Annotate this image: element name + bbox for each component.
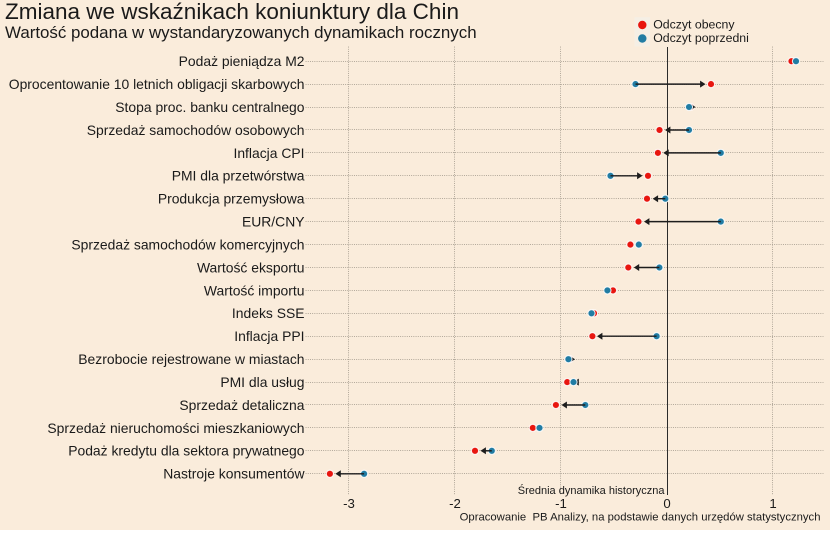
svg-text:Sprzedaż samochodów komercyjny: Sprzedaż samochodów komercyjnych <box>71 237 304 253</box>
svg-text:Sprzedaż samochodów osobowych: Sprzedaż samochodów osobowych <box>87 122 305 138</box>
svg-text:1: 1 <box>769 496 776 511</box>
svg-text:Podaż pieniądza M2: Podaż pieniądza M2 <box>179 53 305 69</box>
svg-text:Nastroje konsumentów: Nastroje konsumentów <box>163 466 305 482</box>
svg-text:Sprzedaż nieruchomości mieszka: Sprzedaż nieruchomości mieszkaniowych <box>47 420 304 436</box>
svg-text:Wartość eksportu: Wartość eksportu <box>197 259 305 275</box>
svg-text:Sprzedaż detaliczna: Sprzedaż detaliczna <box>179 397 304 413</box>
svg-text:Wartość importu: Wartość importu <box>204 282 305 298</box>
svg-text:Odczyt poprzedni: Odczyt poprzedni <box>653 31 749 45</box>
svg-text:Średnia dynamika historyczna: Średnia dynamika historyczna <box>518 484 666 497</box>
svg-text:-1: -1 <box>555 496 567 511</box>
svg-text:EUR/CNY: EUR/CNY <box>242 214 305 230</box>
svg-text:PMI dla usług: PMI dla usług <box>220 374 304 390</box>
svg-text:Podaż kredytu dla sektora pryw: Podaż kredytu dla sektora prywatnego <box>68 443 305 459</box>
svg-text:PMI dla przetwórstwa: PMI dla przetwórstwa <box>172 168 305 184</box>
svg-text:Opracowanie PB Analizy, na po: Opracowanie PB Analizy, na podstawie dan… <box>460 511 821 523</box>
svg-text:Odczyt obecny: Odczyt obecny <box>653 18 735 32</box>
svg-text:-3: -3 <box>343 496 355 511</box>
svg-text:Bezrobocie rejestrowane w mias: Bezrobocie rejestrowane w miastach <box>78 351 304 367</box>
svg-text:Indeks SSE: Indeks SSE <box>232 305 305 321</box>
svg-text:Wartość podana w wystandaryzow: Wartość podana w wystandaryzowanych dyna… <box>5 23 477 42</box>
svg-text:Oprocentowanie 10 letnich obli: Oprocentowanie 10 letnich obligacji skar… <box>9 76 305 92</box>
svg-text:-2: -2 <box>449 496 461 511</box>
svg-text:Zmiana we wskaźnikach koniunkt: Zmiana we wskaźnikach koniunktury dla Ch… <box>5 0 459 24</box>
svg-text:Stopa proc. banku centralnego: Stopa proc. banku centralnego <box>115 99 304 115</box>
svg-text:Inflacja CPI: Inflacja CPI <box>233 145 304 161</box>
svg-text:Produkcja przemysłowa: Produkcja przemysłowa <box>158 191 305 207</box>
svg-text:0: 0 <box>663 496 670 511</box>
svg-text:Inflacja PPI: Inflacja PPI <box>234 328 304 344</box>
